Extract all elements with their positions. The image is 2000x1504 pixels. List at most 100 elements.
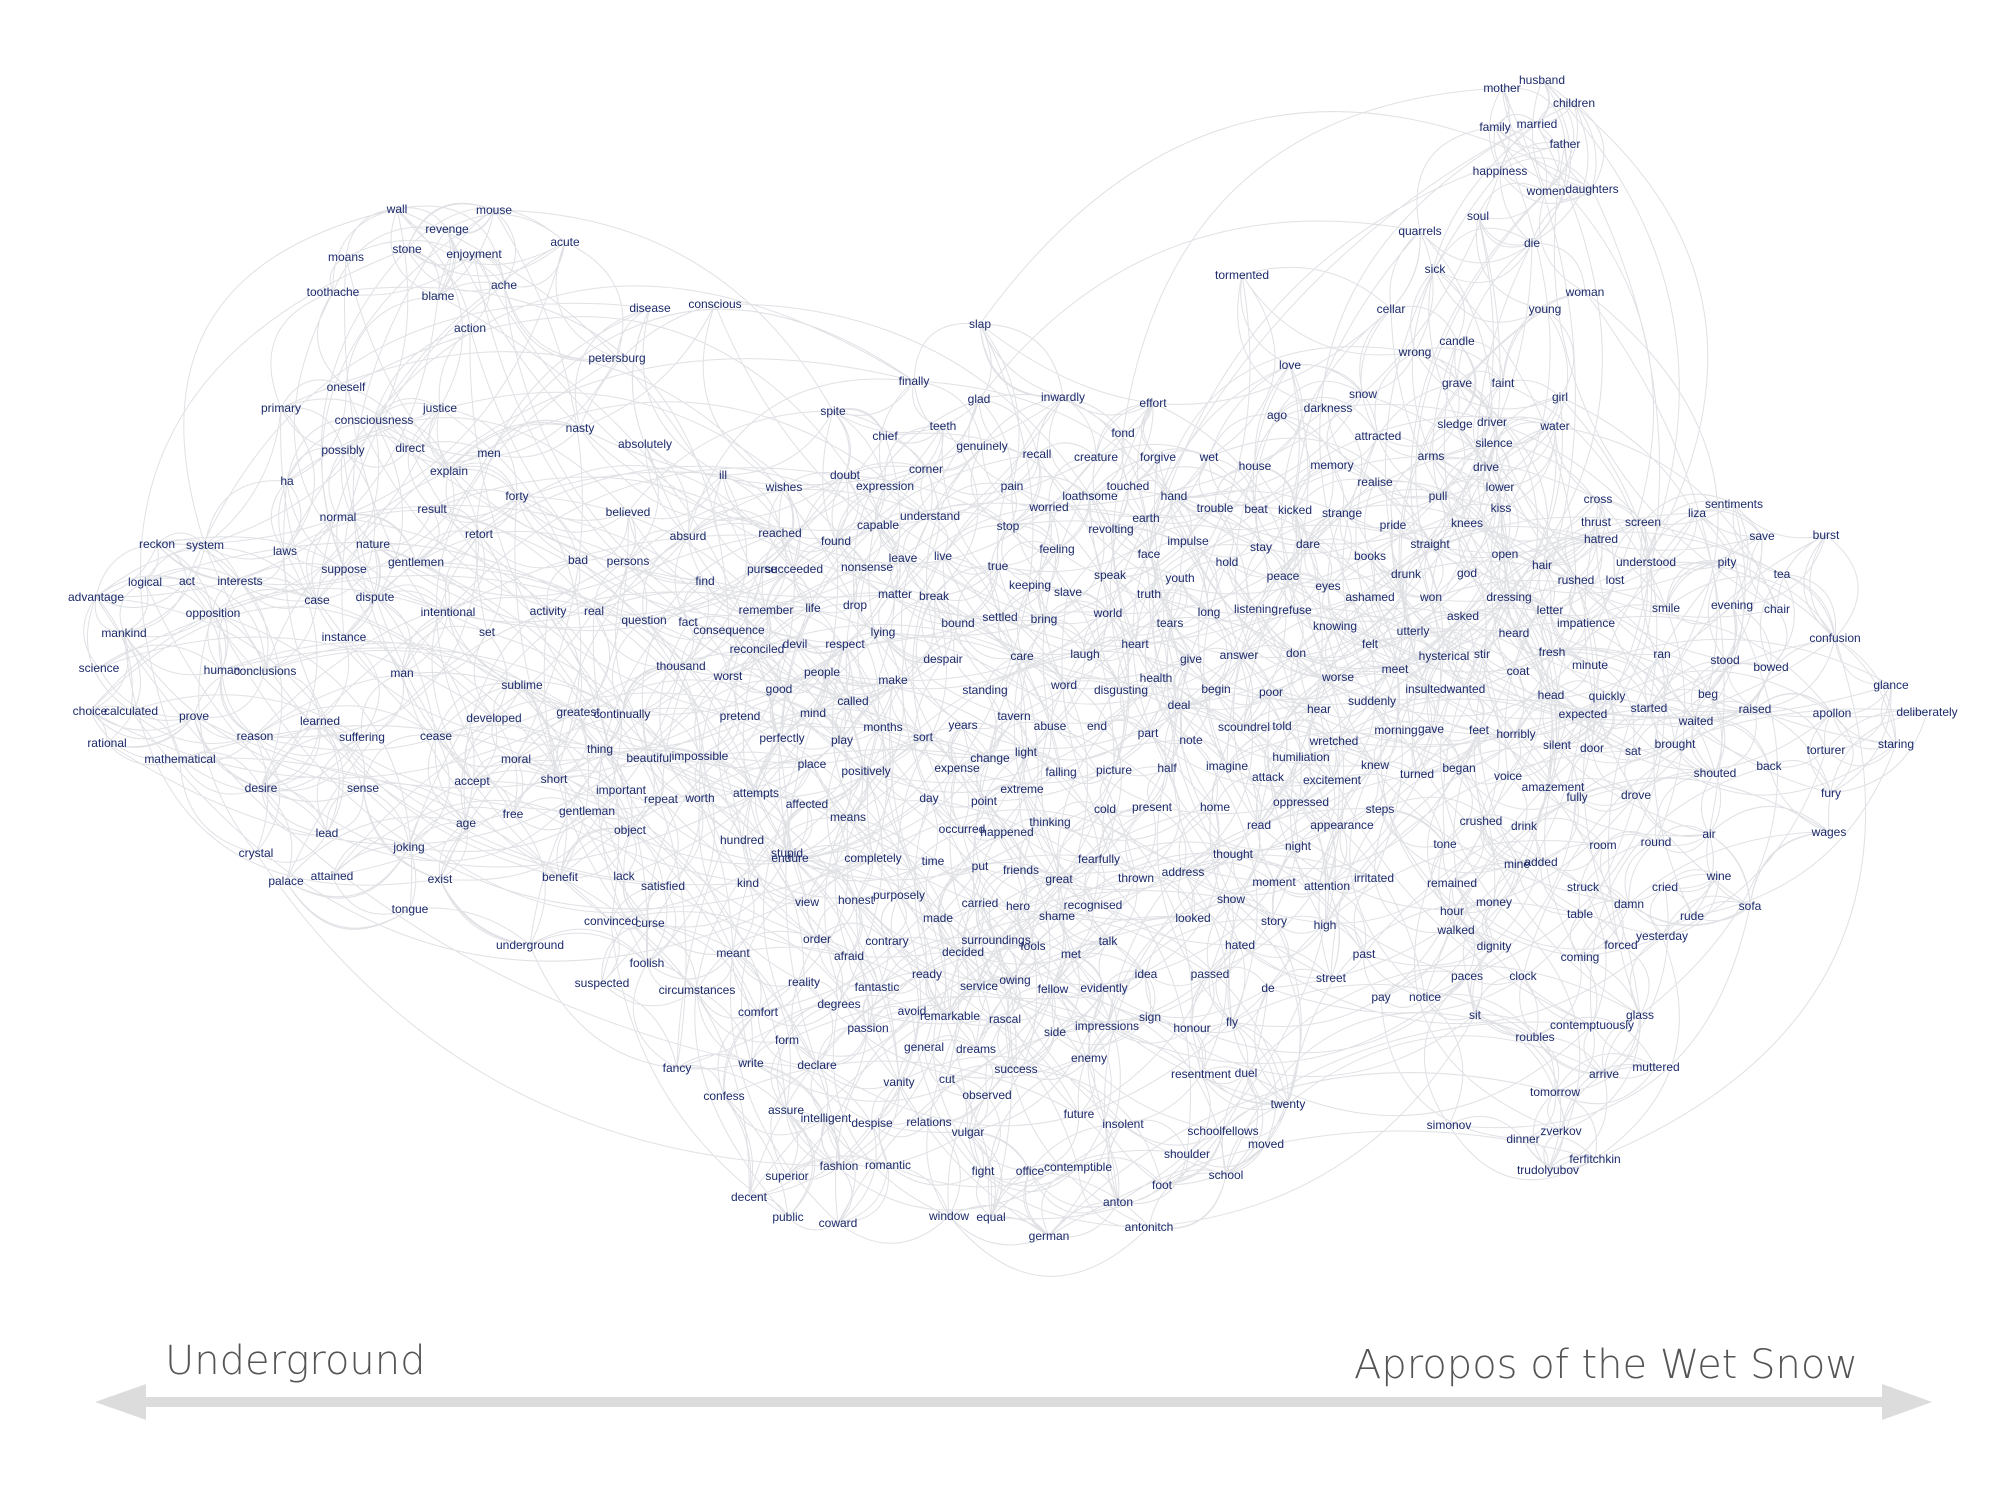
word-node-feet: feet <box>1469 723 1490 737</box>
word-node-stay: stay <box>1250 540 1272 554</box>
word-node-roubles: roubles <box>1515 1030 1554 1044</box>
word-node-pride: pride <box>1380 518 1407 532</box>
word-node-face: face <box>1138 547 1161 561</box>
word-node-insolent: insolent <box>1102 1117 1144 1131</box>
word-node-health: health <box>1140 671 1173 685</box>
word-node-succeeded: succeeded <box>765 562 823 576</box>
word-node-house: house <box>1239 459 1272 473</box>
word-node-hero: hero <box>1006 899 1030 913</box>
word-node-refuse: refuse <box>1278 603 1312 617</box>
word-node-general: general <box>904 1040 944 1054</box>
word-node-happiness: happiness <box>1473 164 1528 178</box>
word-node-accept: accept <box>454 774 490 788</box>
word-node-german: german <box>1029 1229 1070 1243</box>
word-node-activity: activity <box>530 604 567 618</box>
word-node-ill: ill <box>719 468 727 482</box>
word-node-time: time <box>922 854 945 868</box>
word-node-drive: drive <box>1473 460 1499 474</box>
word-node-convinced: convinced <box>584 914 638 928</box>
word-node-stir: stir <box>1474 647 1490 661</box>
word-node-live: live <box>934 549 952 563</box>
word-node-letter: letter <box>1537 603 1564 617</box>
word-node-strange: strange <box>1322 506 1362 520</box>
word-node-system: system <box>186 538 224 552</box>
word-node-de: de <box>1261 981 1275 995</box>
word-node-rascal: rascal <box>989 1012 1021 1026</box>
word-node-father: father <box>1550 137 1581 151</box>
word-node-poor: poor <box>1259 685 1283 699</box>
word-node-wretched: wretched <box>1309 734 1359 748</box>
word-node-palace: palace <box>268 874 304 888</box>
word-node-ready: ready <box>912 967 942 981</box>
word-node-gave: gave <box>1418 722 1444 736</box>
word-node-foolish: foolish <box>630 956 665 970</box>
word-node-chief: chief <box>872 429 898 443</box>
word-node-attracted: attracted <box>1355 429 1402 443</box>
word-node-finally: finally <box>899 374 930 388</box>
word-node-eyes: eyes <box>1315 579 1340 593</box>
word-node-save: save <box>1749 529 1775 543</box>
word-node-spite: spite <box>820 404 846 418</box>
word-node-hear: hear <box>1307 702 1331 716</box>
word-node-drunk: drunk <box>1391 567 1422 581</box>
word-node-equal: equal <box>976 1210 1005 1224</box>
word-node-break: break <box>919 589 950 603</box>
word-node-silent: silent <box>1543 738 1572 752</box>
word-node-sublime: sublime <box>501 678 543 692</box>
word-node-confusion: confusion <box>1809 631 1860 645</box>
word-node-gentleman: gentleman <box>559 804 615 818</box>
word-node-men: men <box>477 446 500 460</box>
word-node-question: question <box>621 613 666 627</box>
word-node-ache: ache <box>491 278 517 292</box>
word-node-talk: talk <box>1099 934 1119 948</box>
word-node-thrust: thrust <box>1581 515 1612 529</box>
word-node-capable: capable <box>857 518 899 532</box>
word-node-wet: wet <box>1199 450 1219 464</box>
word-node-idea: idea <box>1135 967 1158 981</box>
word-node-learned: learned <box>300 714 340 728</box>
word-node-cellar: cellar <box>1377 302 1406 316</box>
word-node-impulse: impulse <box>1167 534 1209 548</box>
word-node-quarrels: quarrels <box>1398 224 1441 238</box>
word-node-disgusting: disgusting <box>1094 683 1148 697</box>
word-node-moment: moment <box>1252 875 1296 889</box>
word-node-fact: fact <box>678 615 698 629</box>
word-node-remember: remember <box>739 603 794 617</box>
word-node-devil: devil <box>783 637 808 651</box>
word-node-sofa: sofa <box>1739 899 1762 913</box>
word-node-place: place <box>798 757 827 771</box>
word-node-thing: thing <box>587 742 613 756</box>
word-node-impatience: impatience <box>1557 616 1615 630</box>
word-node-listening: listening <box>1234 602 1278 616</box>
word-node-loathsome: loathsome <box>1062 489 1118 503</box>
word-node-heart: heart <box>1121 637 1149 651</box>
word-node-soul: soul <box>1467 209 1489 223</box>
word-node-normal: normal <box>320 510 357 524</box>
word-node-developed: developed <box>466 711 521 725</box>
word-node-friends: friends <box>1003 863 1039 877</box>
word-node-knew: knew <box>1361 758 1389 772</box>
word-node-kind: kind <box>737 876 759 890</box>
word-node-ashamed: ashamed <box>1345 590 1394 604</box>
word-node-god: god <box>1457 566 1477 580</box>
word-node-purposely: purposely <box>873 888 925 902</box>
word-node-underground: underground <box>496 938 564 952</box>
word-node-perfectly: perfectly <box>759 731 804 745</box>
word-node-impossible: impossible <box>672 749 729 763</box>
word-node-minute: minute <box>1572 658 1608 672</box>
word-node-romantic: romantic <box>865 1158 911 1172</box>
word-node-open: open <box>1492 547 1519 561</box>
word-node-told: told <box>1272 719 1291 733</box>
word-node-slave: slave <box>1054 585 1082 599</box>
word-node-suspected: suspected <box>575 976 630 990</box>
word-node-sign: sign <box>1139 1010 1161 1024</box>
word-node-expression: expression <box>856 479 914 493</box>
word-node-attack: attack <box>1252 770 1285 784</box>
word-node-cross: cross <box>1584 492 1613 506</box>
word-node-view: view <box>795 895 819 909</box>
word-node-write: write <box>737 1056 764 1070</box>
word-node-fantastic: fantastic <box>855 980 900 994</box>
word-node-benefit: benefit <box>542 870 579 884</box>
word-node-fury: fury <box>1821 786 1841 800</box>
